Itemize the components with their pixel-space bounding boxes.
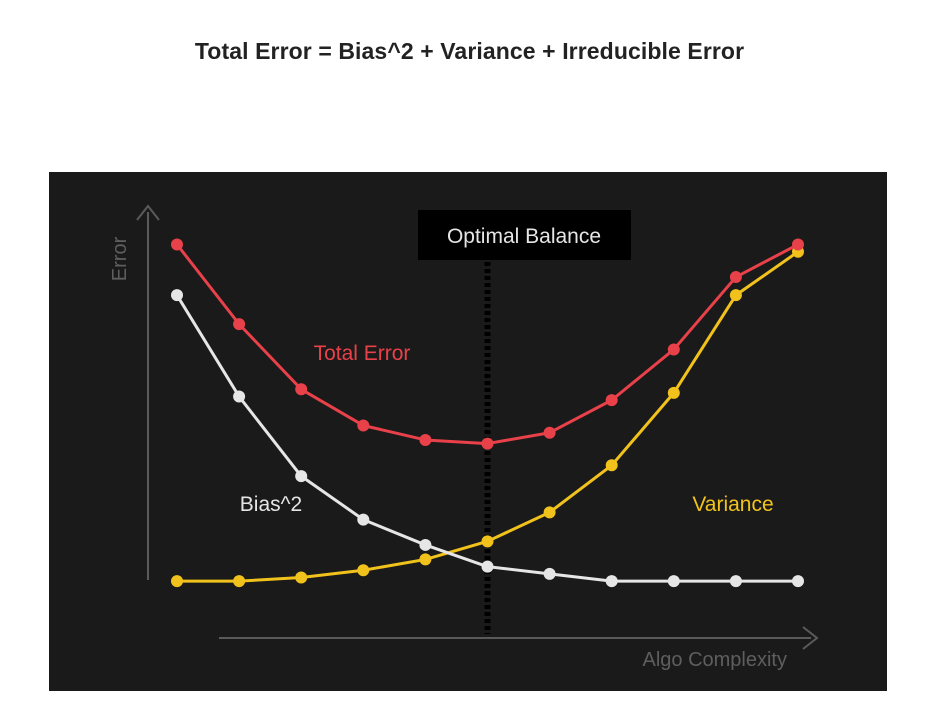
series-label-variance: Variance	[692, 493, 773, 516]
data-point-total-error	[543, 426, 556, 439]
data-point-total-error	[667, 343, 680, 356]
data-point-variance	[729, 289, 742, 302]
data-point-variance	[667, 386, 680, 399]
series-label-bias: Bias^2	[240, 493, 302, 516]
data-point-variance	[481, 535, 494, 548]
optimal-balance-box	[418, 210, 631, 260]
data-point-bias-2	[792, 575, 804, 588]
data-point-variance	[419, 553, 432, 566]
series-layer	[171, 238, 804, 588]
data-point-bias-2	[667, 575, 680, 588]
series-total-error	[171, 238, 804, 450]
data-point-bias-2	[295, 470, 308, 483]
series-label-total-error: Total Error	[314, 342, 411, 365]
data-point-variance	[295, 571, 308, 584]
data-point-total-error	[171, 238, 183, 251]
data-point-total-error	[233, 318, 246, 331]
data-point-variance	[171, 575, 183, 588]
chart-panel: Error Algo Complexity Total Error Bias^2…	[49, 172, 887, 691]
x-axis-label: Algo Complexity	[642, 649, 787, 671]
y-axis-label: Error	[109, 236, 131, 281]
x-axis-arrowhead	[802, 626, 819, 650]
data-point-total-error	[419, 433, 432, 446]
data-point-variance	[233, 575, 246, 588]
data-point-total-error	[295, 383, 308, 396]
y-axis-arrowhead	[136, 204, 160, 221]
optimal-balance-label: Optimal Balance	[447, 225, 601, 248]
data-point-total-error	[792, 238, 804, 251]
data-point-bias-2	[543, 567, 556, 580]
data-point-variance	[605, 459, 618, 472]
data-point-variance	[357, 564, 370, 577]
series-bias-2	[171, 289, 804, 588]
data-point-bias-2	[729, 575, 742, 588]
data-point-total-error	[481, 437, 494, 450]
data-point-bias-2	[171, 289, 183, 302]
data-point-bias-2	[357, 513, 370, 526]
data-point-bias-2	[419, 538, 432, 551]
data-point-total-error	[357, 419, 370, 432]
data-point-variance	[543, 506, 556, 519]
data-point-bias-2	[233, 390, 246, 403]
bias-variance-chart: Error Algo Complexity Total Error Bias^2…	[109, 204, 819, 671]
data-point-bias-2	[481, 560, 494, 573]
data-point-total-error	[605, 394, 618, 407]
page-title: Total Error = Bias^2 + Variance + Irredu…	[194, 38, 745, 64]
data-point-bias-2	[605, 575, 618, 588]
data-point-total-error	[729, 271, 742, 284]
